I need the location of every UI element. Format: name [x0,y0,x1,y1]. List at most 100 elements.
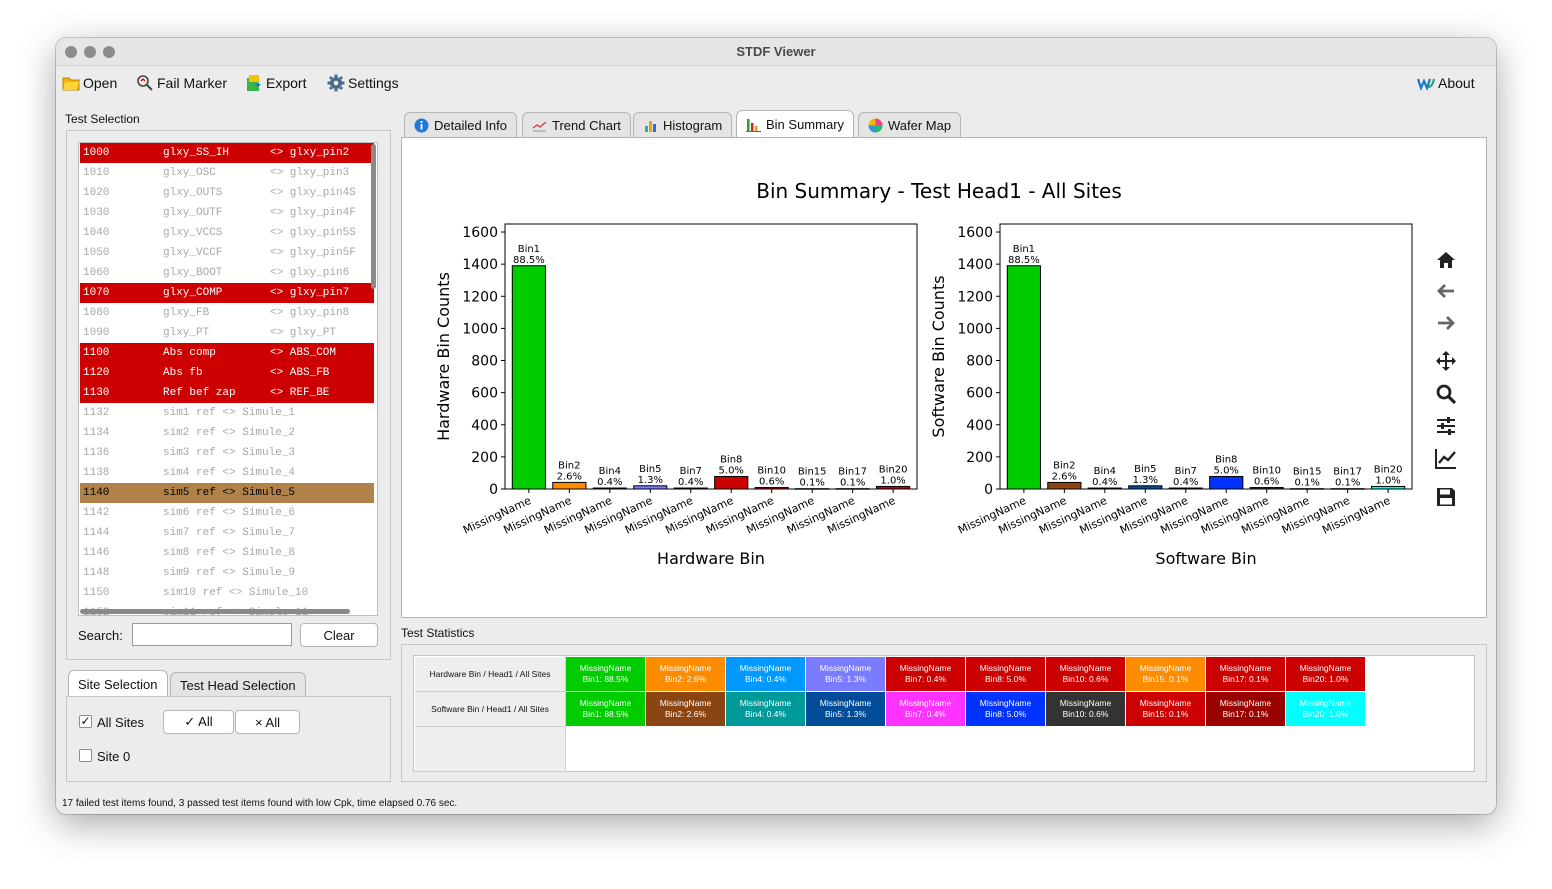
bin-cell-percent: Bin4: 0.4% [744,674,787,684]
clear-button[interactable]: Clear [300,623,378,647]
tab-bin-summary[interactable]: Bin Summary [736,110,855,138]
software-bin-cell[interactable]: MissingName Bin8: 5.0% [966,692,1045,726]
hardware-bin-cell[interactable]: MissingName Bin5: 1.3% [806,657,885,691]
bin-cell-name: MissingName [579,663,632,673]
software-bin-row-header: Software Bin / Head1 / All Sites [415,692,566,727]
site0-checkbox[interactable] [79,749,92,762]
test-list-item[interactable]: 1050 glxy_VCCF <> glxy_pin5F [80,243,374,263]
forward-arrow-icon[interactable] [1434,311,1458,335]
configure-subplots-icon[interactable] [1434,414,1458,438]
save-figure-icon[interactable] [1434,485,1458,509]
bin-cell-percent: Bin8: 5.0% [984,709,1027,719]
bar-bin-label: Bin2 [1053,460,1075,471]
test-list-horizontal-scrollbar[interactable] [80,609,350,614]
hardware-bin-cell[interactable]: MissingName Bin17: 0.1% [1206,657,1285,691]
zoom-window-button[interactable] [103,46,115,58]
bar-bin-label: Bin15 [1293,467,1322,478]
test-list-item[interactable]: 1030 glxy_OUTF <> glxy_pin4F [80,203,374,223]
edit-axis-icon[interactable] [1434,446,1458,470]
test-name: glxy_SS_IH [163,147,230,159]
software-bin-cell[interactable]: MissingName Bin17: 0.1% [1206,692,1285,726]
test-number: 1146 [83,547,110,559]
software-bin-cell[interactable]: MissingName Bin10: 0.6% [1046,692,1125,726]
all-sites-checkbox[interactable]: ✓ [79,714,92,728]
check-all-sites-button[interactable]: ✓ All [163,710,234,734]
bin-cell-name: MissingName [1059,698,1112,708]
test-list[interactable]: 1000 glxy_SS_IH <> glxy_pin2 1010 glxy_OSC <>… [78,142,378,616]
uncheck-all-sites-button[interactable]: × All [235,710,300,734]
test-list-item[interactable]: 1146 sim8 ref <> Simule_8 [80,543,374,563]
test-list-item[interactable]: 1144 sim7 ref <> Simule_7 [80,523,374,543]
hardware-bin-cell[interactable]: MissingName Bin7: 0.4% [886,657,965,691]
test-list-item[interactable]: 1040 glxy_VCCS <> glxy_pin5S [80,223,374,243]
hardware-bin-cell[interactable]: MissingName Bin10: 0.6% [1046,657,1125,691]
bar-bin-label: Bin7 [680,466,702,477]
bin-cell-percent: Bin1: 88.5% [582,709,629,719]
bin-cell-name: MissingName [899,663,952,673]
test-list-item[interactable]: 1090 glxy_PT <> glxy_PT [80,323,374,343]
zoom-icon[interactable] [1434,382,1458,406]
bar-percent-label: 2.6% [1052,471,1077,482]
test-list-item[interactable]: 1150 sim10 ref <> Simule_10 [80,583,374,603]
hardware-bin-cell[interactable]: MissingName Bin15: 0.1% [1126,657,1205,691]
statistics-table[interactable]: Hardware Bin / Head1 / All Sites Softwar… [413,655,1475,772]
back-arrow-icon[interactable] [1434,279,1458,303]
test-name: sim6 ref <> Simule_6 [163,507,296,519]
test-number: 1080 [83,307,110,319]
test-list-item[interactable]: 1070 glxy_COMP <> glxy_pin7 [80,283,374,303]
software-bin-cell[interactable]: MissingName Bin15: 0.1% [1126,692,1205,726]
settings-button[interactable]: Settings [327,71,399,95]
bin-cell-name: MissingName [819,698,872,708]
chart-title: Bin Summary - Test Head1 - All Sites [756,179,1122,203]
tab-site-selection[interactable]: Site Selection [68,670,168,698]
software-bin-cell[interactable]: MissingName Bin5: 1.3% [806,692,885,726]
test-list-item[interactable]: 1020 glxy_OUTS <> glxy_pin4S [80,183,374,203]
pan-icon[interactable] [1434,349,1458,373]
test-list-vertical-scrollbar[interactable] [371,144,376,289]
test-list-item[interactable]: 1100 Abs comp <> ABS_COM [80,343,374,363]
bin-cell-percent: Bin5: 1.3% [824,674,867,684]
bin-cell-percent: Bin10: 0.6% [1062,709,1109,719]
tab-detailed-info[interactable]: Detailed Info [404,112,517,138]
test-list-item[interactable]: 1148 sim9 ref <> Simule_9 [80,563,374,583]
test-list-item[interactable]: 1000 glxy_SS_IH <> glxy_pin2 [80,143,374,163]
test-list-item[interactable]: 1010 glxy_OSC <> glxy_pin3 [80,163,374,183]
fail-marker-button[interactable]: Fail Marker [136,71,227,95]
software-bin-cell[interactable]: MissingName Bin4: 0.4% [726,692,805,726]
hardware-bin-cell[interactable]: MissingName Bin4: 0.4% [726,657,805,691]
minimize-window-button[interactable] [84,46,96,58]
hardware-bin-cell[interactable]: MissingName Bin1: 88.5% [566,657,645,691]
test-list-item[interactable]: 1138 sim4 ref <> Simule_4 [80,463,374,483]
bar-bin-label: Bin8 [1215,454,1237,465]
test-list-item[interactable]: 1080 glxy_FB <> glxy_pin8 [80,303,374,323]
bar-percent-label: 5.0% [1214,465,1239,476]
tab-histogram[interactable]: Histogram [633,112,733,138]
tab-trend-chart[interactable]: Trend Chart [522,112,631,138]
test-list-item[interactable]: 1140 sim5 ref <> Simule_5 [80,483,374,503]
hardware-bin-cell[interactable]: MissingName Bin8: 5.0% [966,657,1045,691]
open-button[interactable]: Open [62,71,117,95]
hardware-bin-cell[interactable]: MissingName Bin20: 1.0% [1286,657,1365,691]
test-list-item[interactable]: 1132 sim1 ref <> Simule_1 [80,403,374,423]
about-button[interactable]: About [1416,71,1475,95]
hardware-bin-cell[interactable]: MissingName Bin2: 2.6% [646,657,725,691]
test-number: 1144 [83,527,110,539]
test-list-item[interactable]: 1134 sim2 ref <> Simule_2 [80,423,374,443]
test-list-item[interactable]: 1142 sim6 ref <> Simule_6 [80,503,374,523]
software-bin-cell[interactable]: MissingName Bin1: 88.5% [566,692,645,726]
test-pin: <> ABS_COM [270,347,337,359]
test-list-item[interactable]: 1060 glxy_BOOT <> glxy_pin6 [80,263,374,283]
test-pin: <> glxy_pin8 [270,307,350,319]
test-list-item[interactable]: 1120 Abs fb <> ABS_FB [80,363,374,383]
tab-test-head-selection[interactable]: Test Head Selection [170,672,306,698]
software-bin-cell[interactable]: MissingName Bin20: 1.0% [1286,692,1365,726]
home-icon[interactable] [1434,248,1458,272]
close-window-button[interactable] [65,46,77,58]
tab-wafer-map[interactable]: Wafer Map [858,112,962,138]
software-bin-cell[interactable]: MissingName Bin7: 0.4% [886,692,965,726]
test-list-item[interactable]: 1130 Ref bef zap <> REF_BE [80,383,374,403]
test-list-item[interactable]: 1136 sim3 ref <> Simule_3 [80,443,374,463]
software-bin-cell[interactable]: MissingName Bin2: 2.6% [646,692,725,726]
export-button[interactable]: Export [245,71,306,95]
search-input[interactable] [132,623,292,646]
